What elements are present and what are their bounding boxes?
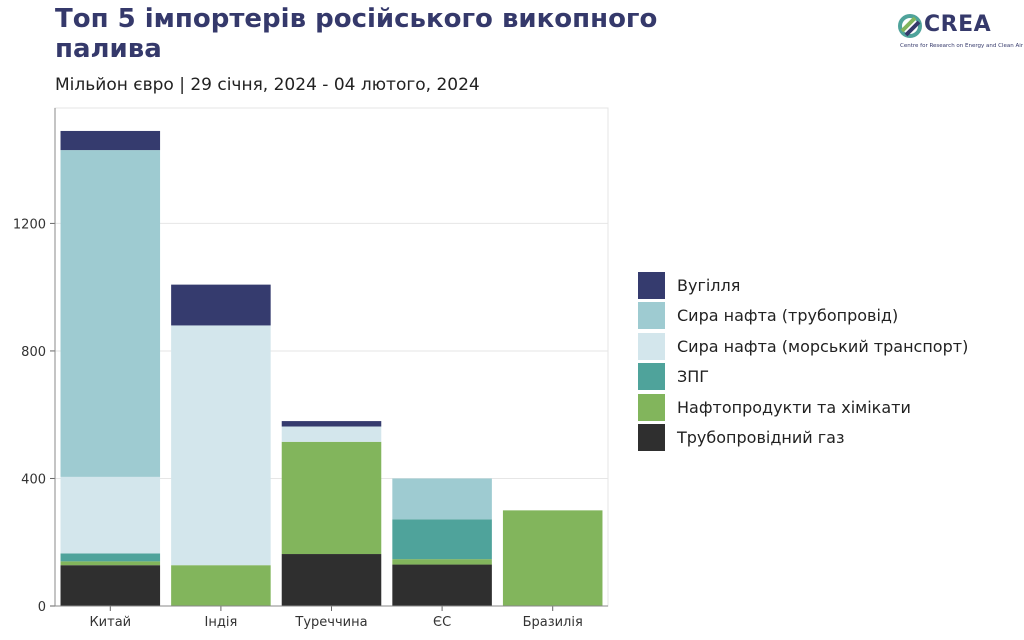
y-tick-label: 1200 — [13, 217, 46, 232]
bar-segment-oil_products — [281, 441, 382, 555]
legend-item-oil_products: Нафтопродукти та хімікати — [638, 392, 968, 423]
bar-segment-crude_pipeline — [392, 478, 492, 520]
chart-title: Топ 5 імпортерів російського викопного п… — [55, 4, 658, 64]
bar-segment-lng — [60, 553, 161, 562]
bar-segment-oil_products — [392, 559, 492, 565]
bar-segment-coal — [171, 284, 271, 326]
bars — [60, 130, 603, 606]
legend-swatch — [638, 332, 665, 360]
bar-segment-crude_seaborne — [171, 325, 271, 566]
bar-segment-lng — [392, 519, 492, 560]
bar-segment-oil_products — [171, 565, 271, 606]
bar-segment-crude_seaborne — [60, 476, 161, 554]
axes: 0 400 800 1200 Китай Індія Туреччина ЄС Бразилія — [13, 108, 608, 630]
crea-logo-tagline: Centre for Research on Energy and Clean … — [900, 43, 1024, 49]
x-tick-label: Бразилія — [523, 615, 583, 630]
bar-segment-oil_products — [60, 561, 161, 566]
x-tick-label: Туреччина — [294, 615, 367, 630]
x-tick-label: Китай — [89, 615, 131, 630]
y-tick-label: 400 — [21, 472, 46, 487]
x-tick-label: ЄС — [433, 615, 451, 630]
legend-label: Сира нафта (морський транспорт) — [677, 336, 969, 356]
legend-item-lng: ЗПГ — [638, 362, 968, 393]
legend-label: ЗПГ — [677, 367, 710, 387]
bar-segment-pipeline_gas — [281, 554, 382, 606]
legend-label: Нафтопродукти та хімікати — [677, 397, 911, 417]
legend-item-crude_seaborne: Сира нафта (морський транспорт) — [638, 331, 968, 362]
bar-segment-crude_seaborne — [281, 426, 382, 442]
y-tick-label: 0 — [38, 600, 46, 615]
legend-swatch — [638, 424, 665, 452]
crea-logo-icon — [898, 14, 922, 38]
bar-segment-pipeline_gas — [392, 564, 492, 606]
bar-segment-oil_products — [502, 510, 603, 606]
bar-segment-coal — [281, 421, 382, 427]
bar-segment-crude_pipeline — [60, 150, 161, 477]
legend-item-crude_pipeline: Сира нафта (трубопровід) — [638, 301, 968, 332]
crea-logo-wordmark: CREA — [924, 12, 992, 37]
crea-logo: CREA Centre for Research on Energy and C… — [898, 10, 1023, 60]
x-tick-label: Індія — [205, 615, 238, 630]
bar-segment-pipeline_gas — [60, 565, 161, 606]
legend-swatch — [638, 393, 665, 421]
stacked-bar-chart: 0 400 800 1200 Китай Індія Туреччина ЄС Бразилія — [13, 107, 609, 630]
chart-legend: Вугілля Сира нафта (трубопровід) Сира нафт… — [638, 270, 968, 453]
legend-item-pipeline_gas: Трубопровідний газ — [638, 423, 968, 454]
legend-swatch — [638, 363, 665, 391]
bar-segment-coal — [60, 130, 161, 151]
legend-label: Трубопровідний газ — [677, 428, 845, 448]
legend-item-coal: Вугілля — [638, 270, 968, 301]
legend-label: Сира нафта (трубопровід) — [677, 306, 899, 326]
y-tick-label: 800 — [21, 345, 46, 360]
chart-subtitle: Мільйон євро | 29 січня, 2024 - 04 лютог… — [55, 75, 480, 95]
legend-swatch — [638, 271, 665, 299]
legend-swatch — [638, 302, 665, 330]
legend-label: Вугілля — [677, 275, 741, 295]
